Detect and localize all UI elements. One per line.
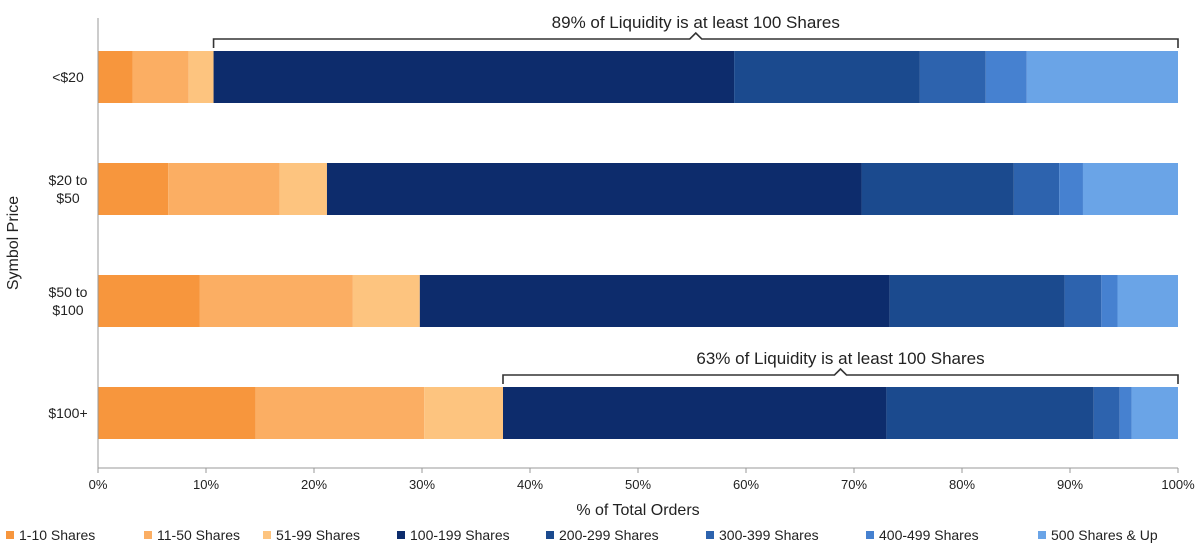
bar-segment xyxy=(503,387,887,439)
x-tick-label: 20% xyxy=(301,477,327,492)
legend-item: 500 Shares & Up xyxy=(1038,527,1158,543)
legend-label: 400-499 Shares xyxy=(879,527,979,543)
x-tick-label: 40% xyxy=(517,477,543,492)
legend-item: 400-499 Shares xyxy=(866,527,979,543)
x-tick-label: 70% xyxy=(841,477,867,492)
bar-segment xyxy=(213,51,735,103)
category-label: $100 xyxy=(52,302,83,318)
legend-label: 100-199 Shares xyxy=(410,527,510,543)
x-tick-label: 10% xyxy=(193,477,219,492)
bar-segment xyxy=(1013,163,1060,215)
legend-item: 11-50 Shares xyxy=(144,527,240,543)
legend-item: 1-10 Shares xyxy=(6,527,95,543)
legend-swatch xyxy=(397,531,405,539)
bar-segment xyxy=(98,163,169,215)
legend-label: 500 Shares & Up xyxy=(1051,527,1158,543)
category-label: $20 to xyxy=(49,172,88,188)
bar-segment xyxy=(424,387,503,439)
bar-segment xyxy=(734,51,920,103)
category-label: $50 to xyxy=(49,284,88,300)
bars-group xyxy=(98,51,1178,439)
axes-group: 0% 10% 20% 30% 40% 50% 60% 70% 80% 90% 100% <$20 $20… xyxy=(5,18,1195,519)
legend-item: 100-199 Shares xyxy=(397,527,510,543)
legend-swatch xyxy=(706,531,714,539)
annotation-bracket xyxy=(212,31,1179,48)
x-tick-label: 80% xyxy=(949,477,975,492)
annotation-bracket xyxy=(502,367,1179,384)
legend-label: 1-10 Shares xyxy=(19,527,95,543)
bar-segment xyxy=(326,163,862,215)
bar-segment xyxy=(255,387,425,439)
legend-swatch xyxy=(546,531,554,539)
legend-label: 51-99 Shares xyxy=(276,527,360,543)
bar-segment xyxy=(886,387,1094,439)
bar-segment xyxy=(168,163,280,215)
annotation-text: 89% of Liquidity is at least 100 Shares xyxy=(552,13,840,32)
bar-segment xyxy=(919,51,986,103)
x-tick-label: 30% xyxy=(409,477,435,492)
bar-segment xyxy=(279,163,327,215)
bar-segment xyxy=(419,275,890,327)
bar-segment xyxy=(1101,275,1118,327)
legend-swatch xyxy=(866,531,874,539)
annotations-group: 89% of Liquidity is at least 100 Shares 6… xyxy=(212,13,1179,384)
x-tick-label: 0% xyxy=(89,477,108,492)
y-axis-title: Symbol Price xyxy=(5,196,22,290)
category-label: $100+ xyxy=(48,405,87,421)
bar-segment xyxy=(98,51,133,103)
legend-swatch xyxy=(144,531,152,539)
bar-segment xyxy=(1117,275,1178,327)
bar-segment xyxy=(1093,387,1120,439)
x-axis-title: % of Total Orders xyxy=(576,502,699,519)
bar-segment xyxy=(98,275,200,327)
legend-swatch xyxy=(6,531,14,539)
legend-item: 200-299 Shares xyxy=(546,527,659,543)
legend-label: 300-399 Shares xyxy=(719,527,819,543)
bar-segment xyxy=(1131,387,1178,439)
legend: 1-10 Shares 11-50 Shares 51-99 Shares 100-1… xyxy=(6,527,1158,543)
bar-segment xyxy=(1064,275,1102,327)
legend-item: 51-99 Shares xyxy=(263,527,360,543)
bar-segment xyxy=(1059,163,1083,215)
x-tick-label: 90% xyxy=(1057,477,1083,492)
legend-swatch xyxy=(1038,531,1046,539)
annotation-text: 63% of Liquidity is at least 100 Shares xyxy=(696,349,984,368)
legend-item: 300-399 Shares xyxy=(706,527,819,543)
category-label: <$20 xyxy=(52,69,84,85)
bar-segment xyxy=(352,275,420,327)
x-tick-label: 60% xyxy=(733,477,759,492)
category-label: $50 xyxy=(56,190,80,206)
legend-label: 200-299 Shares xyxy=(559,527,659,543)
bar-segment xyxy=(861,163,1014,215)
bar-segment xyxy=(199,275,353,327)
legend-swatch xyxy=(263,531,271,539)
bar-segment xyxy=(98,387,256,439)
legend-label: 11-50 Shares xyxy=(157,527,240,543)
x-tick-label: 50% xyxy=(625,477,651,492)
bar-segment xyxy=(985,51,1027,103)
x-tick-label: 100% xyxy=(1161,477,1195,492)
bar-segment xyxy=(1119,387,1132,439)
bar-segment xyxy=(1026,51,1178,103)
bar-segment xyxy=(1082,163,1178,215)
bar-segment xyxy=(889,275,1065,327)
bar-segment xyxy=(188,51,214,103)
bar-segment xyxy=(132,51,189,103)
